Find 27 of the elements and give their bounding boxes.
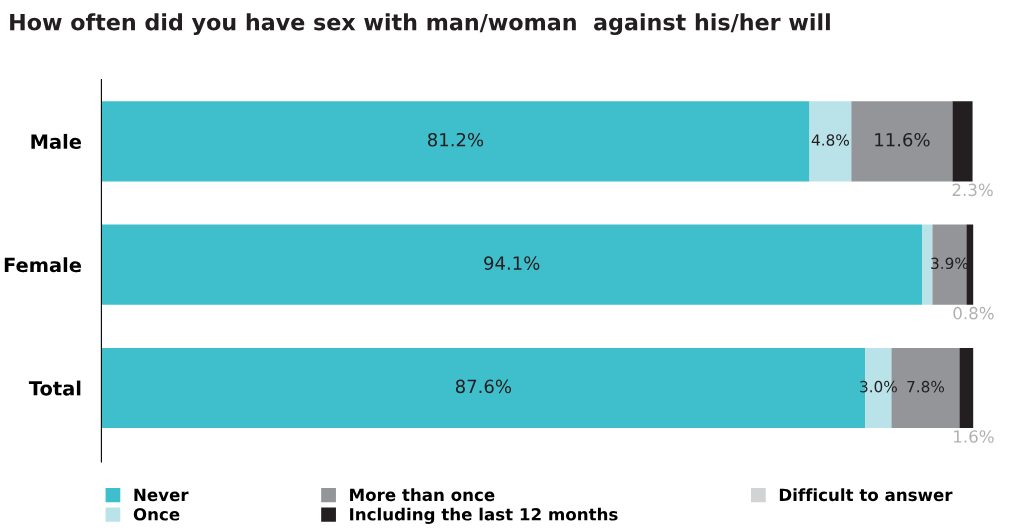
data-label: 81.2%: [427, 132, 484, 147]
data-label: 0.8%: [953, 306, 994, 320]
data-label: 94.1%: [484, 256, 540, 270]
bar: [101, 224, 922, 305]
data-label: 2.3%: [952, 183, 993, 197]
bar: [952, 101, 973, 182]
legend-label: More than once: [350, 488, 495, 502]
bar: [959, 347, 974, 429]
legend-label: Including the last 12 months: [350, 507, 618, 524]
chart-title: How often did you have sex with man/woman against his/her will: [10, 13, 830, 35]
bar: [921, 224, 933, 305]
legend-label: Once: [133, 508, 180, 521]
y-tick-label: Total: [28, 380, 81, 396]
y-tick-label: Female: [4, 257, 82, 273]
y-tick-label: Male: [31, 133, 82, 149]
data-label: 4.8%: [811, 134, 849, 146]
bar: [932, 224, 967, 305]
legend-label: Difficult to answer: [779, 488, 953, 502]
bar: [851, 101, 953, 182]
data-label: 11.6%: [875, 132, 930, 147]
bar: [966, 224, 974, 305]
legend-label: Never: [134, 488, 189, 502]
data-label: 7.8%: [907, 380, 945, 393]
data-label: 1.6%: [954, 430, 994, 443]
data-label: 87.6%: [455, 379, 512, 394]
bar: [101, 101, 810, 182]
bar: [809, 101, 852, 182]
